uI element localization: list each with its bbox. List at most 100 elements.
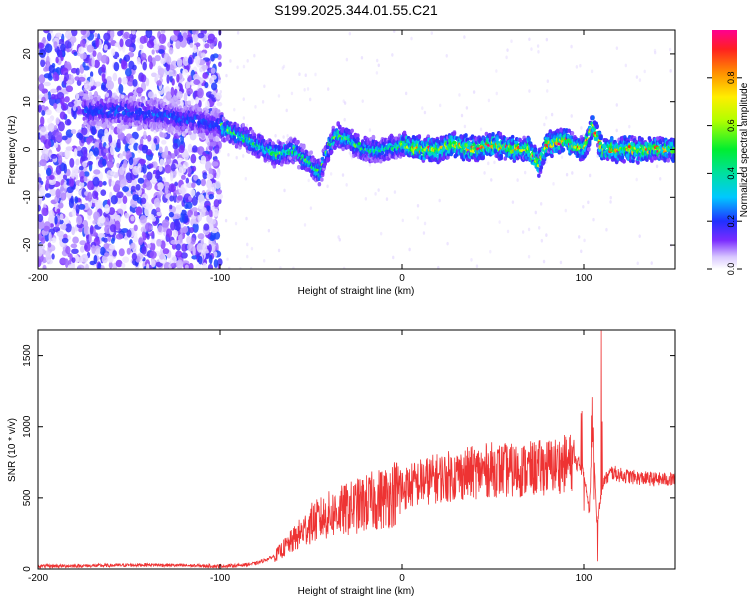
heatmap-cell [417,134,422,140]
heatmap-cell [140,74,147,83]
heatmap-cell [176,91,183,99]
heatmap-cell [146,263,150,269]
heatmap-cell [197,193,205,204]
heatmap-cell [218,61,222,68]
heatmap-cell [490,178,493,182]
heatmap-cell [55,56,59,64]
heatmap-cell [86,44,95,53]
heatmap-cell [498,220,501,224]
heatmap-cell [158,165,163,172]
heatmap-cell [65,246,71,255]
heatmap-cell [543,122,546,127]
heatmap-cell [245,123,249,128]
heatmap-cell [475,264,479,268]
heatmap-cell [209,235,215,242]
heatmap-cell [51,237,57,244]
heatmap-cell [120,30,124,36]
heatmap-cell [345,183,348,187]
heatmap-cell [173,30,180,36]
heatmap-cell [128,157,134,166]
heatmap-cell [588,173,592,178]
heatmap-cell [460,113,464,118]
heatmap-cell [168,211,175,218]
heatmap-cell [538,226,541,230]
heatmap-cell [579,63,582,68]
heatmap-cell [87,180,94,191]
heatmap-cell [76,146,82,152]
heatmap-cell [119,153,124,160]
heatmap-cell [50,88,58,94]
heatmap-cell [158,146,163,154]
heatmap-cell [75,67,80,76]
heatmap-cell [47,122,56,133]
heatmap-cell [187,143,193,153]
heatmap-cell [190,153,197,164]
heatmap-cell [537,49,540,54]
heatmap-cell [309,206,313,210]
heatmap-cell [464,133,468,138]
heatmap-cell [165,91,172,101]
heatmap-cell [89,71,94,78]
heatmap-cell [110,238,115,244]
heatmap-cell [93,59,100,69]
heatmap-cell [207,263,214,269]
heatmap-cell [524,170,527,175]
heatmap-cell [45,109,52,116]
heatmap-cell [55,165,62,175]
heatmap-cell [296,139,300,145]
heatmap-cell [495,91,498,96]
heatmap-cell [53,94,59,100]
heatmap-cell [48,231,52,242]
heatmap-cell [170,35,178,41]
heatmap-cell [114,95,119,100]
heatmap-cell [181,125,186,131]
heatmap-cell [505,55,508,60]
heatmap-cell [193,33,198,44]
heatmap-cell [180,252,188,259]
heatmap-cell [84,242,91,253]
heatmap-cell [201,207,207,213]
heatmap-cell [69,157,75,168]
heatmap-cell [493,149,498,154]
heatmap-cell [233,107,236,112]
heatmap-cell [343,117,346,122]
heatmap-cell [191,30,199,36]
heatmap-cell [326,157,331,162]
heatmap-cell [130,215,135,222]
heatmap-cell [193,210,198,217]
heatmap-cell [83,149,88,159]
heatmap-cell [160,57,166,65]
heatmap-cell [495,69,498,73]
heatmap-cell [186,87,194,95]
heatmap-cell [135,206,143,216]
heatmap-cell [131,178,138,188]
heatmap-cell [92,50,97,58]
heatmap-cell [590,69,594,74]
heatmap-cell [329,172,333,176]
heatmap-cell [147,134,152,142]
heatmap-cell [38,83,45,92]
heatmap-cell [176,57,183,68]
heatmap-cell [123,235,129,241]
heatmap-cell [206,173,214,180]
heatmap-cell [149,250,157,259]
heatmap-cell [438,198,441,203]
heatmap-cell [64,72,69,82]
heatmap-cell [638,234,641,238]
heatmap-cell [253,53,256,58]
heatmap-cell [215,137,219,142]
heatmap-cell [215,92,222,100]
heatmap-cell [242,64,246,69]
heatmap-cell [168,46,174,55]
heatmap-cell [40,59,46,68]
heatmap-cell [105,92,110,98]
heatmap-cell [163,181,170,188]
heatmap-cell [147,91,155,99]
heatmap-cell [177,163,183,170]
heatmap-cell [170,163,176,172]
heatmap-cell [198,255,203,265]
heatmap-cell [320,177,324,182]
heatmap-cell [101,135,106,143]
heatmap-cell [38,221,45,230]
heatmap-cell [182,152,189,158]
